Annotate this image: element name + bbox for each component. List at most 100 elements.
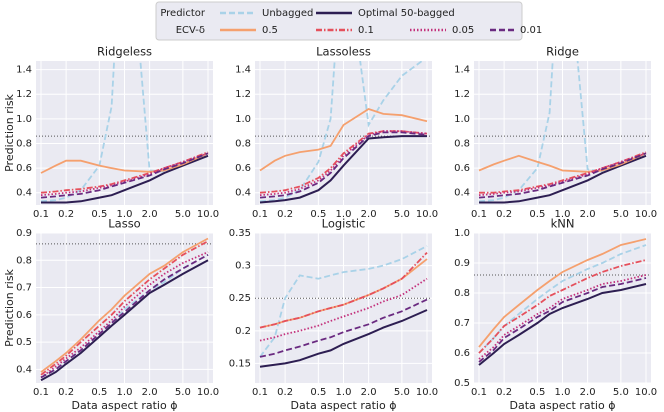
y-tick-label: 1.4 (16, 65, 32, 76)
x-tick-label: 0.2 (58, 209, 74, 220)
y-tick-label: 1.2 (235, 89, 251, 100)
x-tick-label: 0.1 (252, 387, 268, 398)
x-tick-label: 2.0 (361, 209, 377, 220)
series-line (479, 154, 647, 204)
x-tick-label: 1.0 (555, 209, 571, 220)
series-group (259, 61, 428, 204)
y-tick-label: 1.4 (454, 65, 470, 76)
x-tick-label: 0.1 (33, 209, 49, 220)
series-line (478, 283, 647, 366)
x-tick-label: 0.5 (310, 209, 326, 220)
y-tick-label: 0.6 (235, 163, 251, 174)
chart-title: Ridge (546, 45, 579, 59)
series-group (478, 238, 647, 366)
y-tick-label: 0.15 (229, 358, 251, 369)
legend-label: 0.01 (520, 25, 542, 36)
series-line (478, 277, 647, 363)
series-line (40, 151, 209, 194)
chart-title: Ridgeless (97, 45, 152, 59)
series-line (478, 152, 647, 173)
series-line (40, 240, 209, 376)
y-tick-label: 0.4 (235, 188, 251, 199)
series-line (259, 131, 428, 199)
x-tick-label: 0.1 (471, 387, 487, 398)
y-tick-label: 0.8 (454, 288, 470, 299)
chart-title: Lassoless (316, 45, 371, 59)
x-axis-label: Data aspect ratio ϕ (72, 399, 178, 412)
y-axis-label: Prediction risk (3, 93, 16, 171)
x-axis-label: Data aspect ratio ϕ (291, 399, 397, 412)
series-line (40, 237, 209, 373)
x-axis-label: Data aspect ratio ϕ (510, 399, 616, 412)
series-line (40, 152, 209, 197)
y-tick-label: 1.0 (16, 114, 32, 125)
series-line (259, 309, 428, 368)
y-tick-label: 0.8 (16, 138, 32, 149)
y-tick-label: 0.6 (454, 163, 470, 174)
x-tick-label: 0.2 (58, 387, 74, 398)
series-line (259, 108, 428, 172)
x-tick-label: 1.0 (117, 209, 133, 220)
x-tick-label: 0.2 (277, 209, 293, 220)
series-line (259, 135, 427, 204)
x-tick-label: 0.2 (496, 387, 512, 398)
y-tick-label: 0.7 (16, 283, 32, 294)
series-group (40, 61, 209, 204)
series-line (40, 251, 209, 379)
x-tick-label: 0.5 (529, 209, 545, 220)
series-line (259, 251, 428, 329)
y-tick-label: 0.2 (235, 326, 251, 337)
y-tick-label: 1.0 (454, 228, 470, 239)
x-tick-label: 0.2 (496, 209, 512, 220)
x-tick-label: 10.0 (635, 209, 657, 220)
y-tick-label: 0.6 (16, 310, 32, 321)
series-group (40, 237, 209, 382)
legend-label: 0.5 (262, 25, 278, 36)
legend-label: Optimal 50-bagged (358, 8, 455, 19)
x-tick-label: 0.1 (33, 387, 49, 398)
series-group (478, 61, 647, 204)
x-tick-label: 5.0 (613, 387, 629, 398)
x-tick-label: 10.0 (197, 209, 219, 220)
x-tick-label: 5.0 (394, 387, 410, 398)
series-line (259, 61, 424, 203)
legend-label: 0.05 (452, 25, 474, 36)
x-tick-label: 1.0 (336, 387, 352, 398)
x-tick-label: 10.0 (197, 387, 219, 398)
x-tick-label: 5.0 (175, 209, 191, 220)
y-tick-label: 1.0 (235, 114, 251, 125)
x-tick-label: 2.0 (580, 209, 596, 220)
series-line (40, 152, 209, 174)
x-tick-label: 1.0 (336, 209, 352, 220)
series-line (259, 298, 428, 358)
x-tick-label: 0.2 (277, 387, 293, 398)
x-tick-label: 2.0 (142, 387, 158, 398)
x-tick-label: 0.5 (91, 209, 107, 220)
series-line (259, 277, 428, 342)
x-tick-label: 5.0 (613, 209, 629, 220)
chart-title: Lasso (108, 217, 140, 231)
y-axis-label: Prediction risk (3, 268, 16, 346)
series-line (478, 152, 647, 199)
x-tick-label: 5.0 (175, 387, 191, 398)
series-line (259, 245, 428, 358)
legend-title: Predictor (160, 8, 206, 19)
x-tick-label: 0.1 (252, 209, 268, 220)
series-line (478, 238, 647, 348)
series-line (40, 254, 209, 379)
y-tick-label: 0.6 (454, 348, 470, 359)
legend-label: Unbagged (262, 8, 313, 19)
x-tick-label: 10.0 (416, 387, 438, 398)
x-tick-label: 2.0 (580, 387, 596, 398)
y-tick-label: 0.6 (16, 163, 32, 174)
x-tick-label: 5.0 (394, 209, 410, 220)
series-line (259, 130, 428, 197)
chart-title: kNN (551, 217, 575, 231)
y-tick-label: 0.9 (16, 228, 32, 239)
series-line (478, 61, 647, 203)
y-tick-label: 0.4 (16, 364, 32, 375)
y-tick-label: 0.35 (229, 228, 251, 239)
series-line (479, 151, 647, 194)
x-tick-label: 10.0 (635, 387, 657, 398)
